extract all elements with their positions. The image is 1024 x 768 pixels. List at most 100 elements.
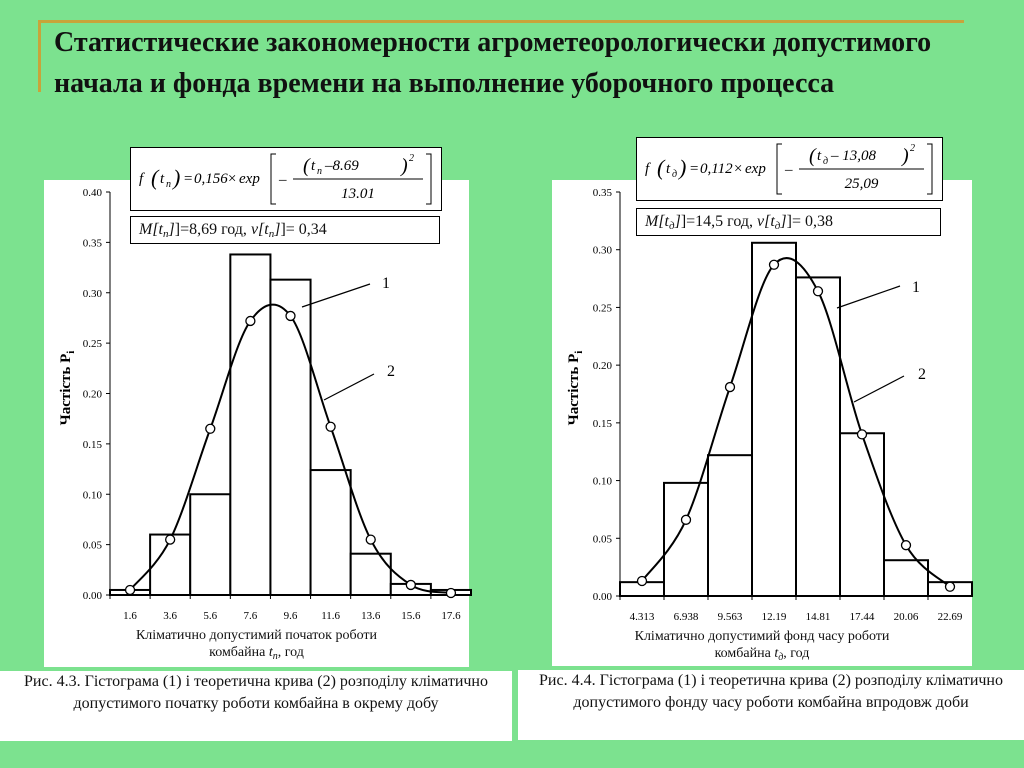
y-tick-label: 0.15	[83, 439, 103, 451]
curve-point	[205, 423, 216, 434]
y-tick-label: 0.05	[83, 540, 103, 552]
histogram-bar	[795, 276, 841, 597]
formula-lhs-var: t	[666, 161, 671, 177]
callout-line	[853, 375, 905, 403]
right-x-axis-title: Кліматично допустимий фонд часу роботи к…	[552, 628, 972, 666]
x-tick-label: 9.563	[718, 611, 743, 623]
curve-point	[445, 587, 457, 599]
callout-label-2: 2	[918, 366, 926, 383]
x-tick-label: 3.6	[163, 610, 177, 622]
histogram-bar	[839, 432, 885, 597]
formula-num-sub: д	[823, 156, 828, 167]
right-formula-box: f(t д) = 0,112 × exp –(t д – 13,08) 2 25,09	[636, 137, 943, 201]
formula-lhs-sub: д	[672, 169, 677, 180]
formula-exp: exp	[745, 161, 766, 177]
formula-num-paren-open: (	[303, 155, 311, 177]
formula-num-rest: – 13,08	[830, 148, 877, 164]
formula-paren-open: (	[657, 155, 666, 180]
callout-line	[323, 373, 375, 401]
y-tick-label: 0.30	[593, 245, 613, 257]
histogram-bar	[189, 493, 232, 596]
formula-coef: 0,156	[194, 171, 228, 187]
formula-num-sub: п	[317, 166, 322, 177]
formula-minus: –	[784, 162, 793, 178]
right-stats-box: M[tд]]=14,5 год, v[tд]]= 0,38	[636, 208, 941, 236]
y-tick-label: 0.05	[593, 533, 613, 545]
formula-denominator: 25,09	[845, 176, 879, 192]
histogram-bar	[149, 533, 192, 596]
curve-point	[285, 310, 296, 322]
y-tick-label: 0.30	[83, 288, 103, 300]
x-tick-label: 11.6	[321, 610, 340, 622]
x-tick-label: 1.6	[123, 610, 137, 622]
curve-point	[325, 421, 336, 432]
left-formula-box: f(t п) = 0,156 × exp –(t п –8.69) 2 13.01	[130, 147, 442, 211]
curve-point	[944, 581, 956, 592]
formula-times: ×	[227, 171, 237, 187]
slide-title: Статистические закономерности агрометеор…	[54, 27, 932, 99]
formula-num-rest: –8.69	[324, 158, 359, 174]
callout-label-1: 1	[382, 275, 390, 292]
left-stats-box: M[tп]]=8,69 год, v[tп]]= 0,34	[130, 216, 440, 244]
histogram-bar	[883, 559, 929, 597]
formula-power: 2	[910, 143, 915, 154]
formula-exp: exp	[239, 171, 260, 187]
formula-bracket-right	[426, 153, 432, 205]
y-tick-label: 0.35	[593, 187, 613, 199]
x-tick-label: 22.69	[938, 611, 963, 623]
y-axis-title-subscript: i	[573, 351, 585, 354]
curve-point	[245, 315, 256, 327]
callout-label-1: 1	[912, 279, 920, 296]
left-chart: 0.00 0.05 0.10 0.15 0.20 0.25 0.30 0.35 0.40 Част…	[58, 187, 472, 622]
histogram-bar	[663, 481, 709, 598]
formula-num-var: t	[311, 158, 316, 174]
histogram-bar	[751, 241, 797, 597]
y-tick-label: 0.25	[83, 338, 103, 350]
curve-point	[812, 286, 824, 297]
histogram-bar	[229, 253, 272, 596]
formula-equals: =	[183, 171, 193, 187]
formula-num-paren-open: (	[809, 145, 817, 167]
right-formula: f(t д) = 0,112 × exp –(t д – 13,08) 225,09	[645, 143, 933, 195]
formula-coef: 0,112	[700, 161, 733, 177]
y-tick-label: 0.20	[83, 389, 103, 401]
x-tick-label: 4.313	[630, 611, 655, 623]
formula-paren-open: (	[151, 165, 160, 190]
formula-f: f	[645, 161, 651, 177]
histogram-bar	[269, 278, 312, 596]
y-tick-label: 0.20	[593, 360, 613, 372]
x-tick-label: 13.6	[361, 610, 381, 622]
histogram-bar	[349, 552, 392, 597]
y-tick-label: 0.10	[83, 489, 103, 501]
formula-num-paren-close: )	[901, 145, 909, 167]
x-tick-label: 9.6	[284, 610, 298, 622]
callout-line	[836, 285, 901, 309]
x-tick-label: 5.6	[203, 610, 217, 622]
left-figure-caption: Рис. 4.3. Гістограма (1) і теоретична кр…	[0, 671, 512, 741]
formula-lhs-var: t	[160, 171, 165, 187]
y-tick-label: 0.10	[593, 476, 613, 488]
left-formula: f(t п) = 0,156 × exp –(t п –8.69) 213.01	[139, 153, 432, 205]
accent-vertical-line	[38, 20, 41, 92]
formula-bracket-right	[927, 143, 933, 195]
curve-point	[856, 429, 868, 440]
accent-horizontal-line	[38, 20, 964, 23]
left-mean-text: ]=8,69 год,	[174, 221, 251, 238]
curve-point	[124, 584, 136, 596]
theoretical-curve	[641, 257, 951, 588]
right-figure-caption: Рис. 4.4. Гістограма (1) і теоретична кр…	[518, 670, 1024, 740]
callout-line	[301, 283, 371, 308]
x-tick-label: 12.19	[762, 611, 787, 623]
histogram-bar	[309, 469, 352, 597]
y-tick-label: 0.35	[83, 237, 103, 249]
x-tick-label: 20.06	[894, 611, 919, 623]
y-tick-label: 0.00	[83, 590, 103, 602]
left-x-axis-title: Кліматично допустимий початок роботи ком…	[44, 627, 469, 667]
curve-point	[636, 575, 648, 587]
y-tick-label: 0.00	[593, 591, 613, 603]
right-cv-text: ]= 0,38	[786, 213, 833, 230]
curve-point	[724, 381, 736, 393]
x-tick-label: 14.81	[806, 611, 831, 623]
y-tick-label: 0.40	[83, 187, 103, 199]
curve-point	[900, 540, 912, 551]
